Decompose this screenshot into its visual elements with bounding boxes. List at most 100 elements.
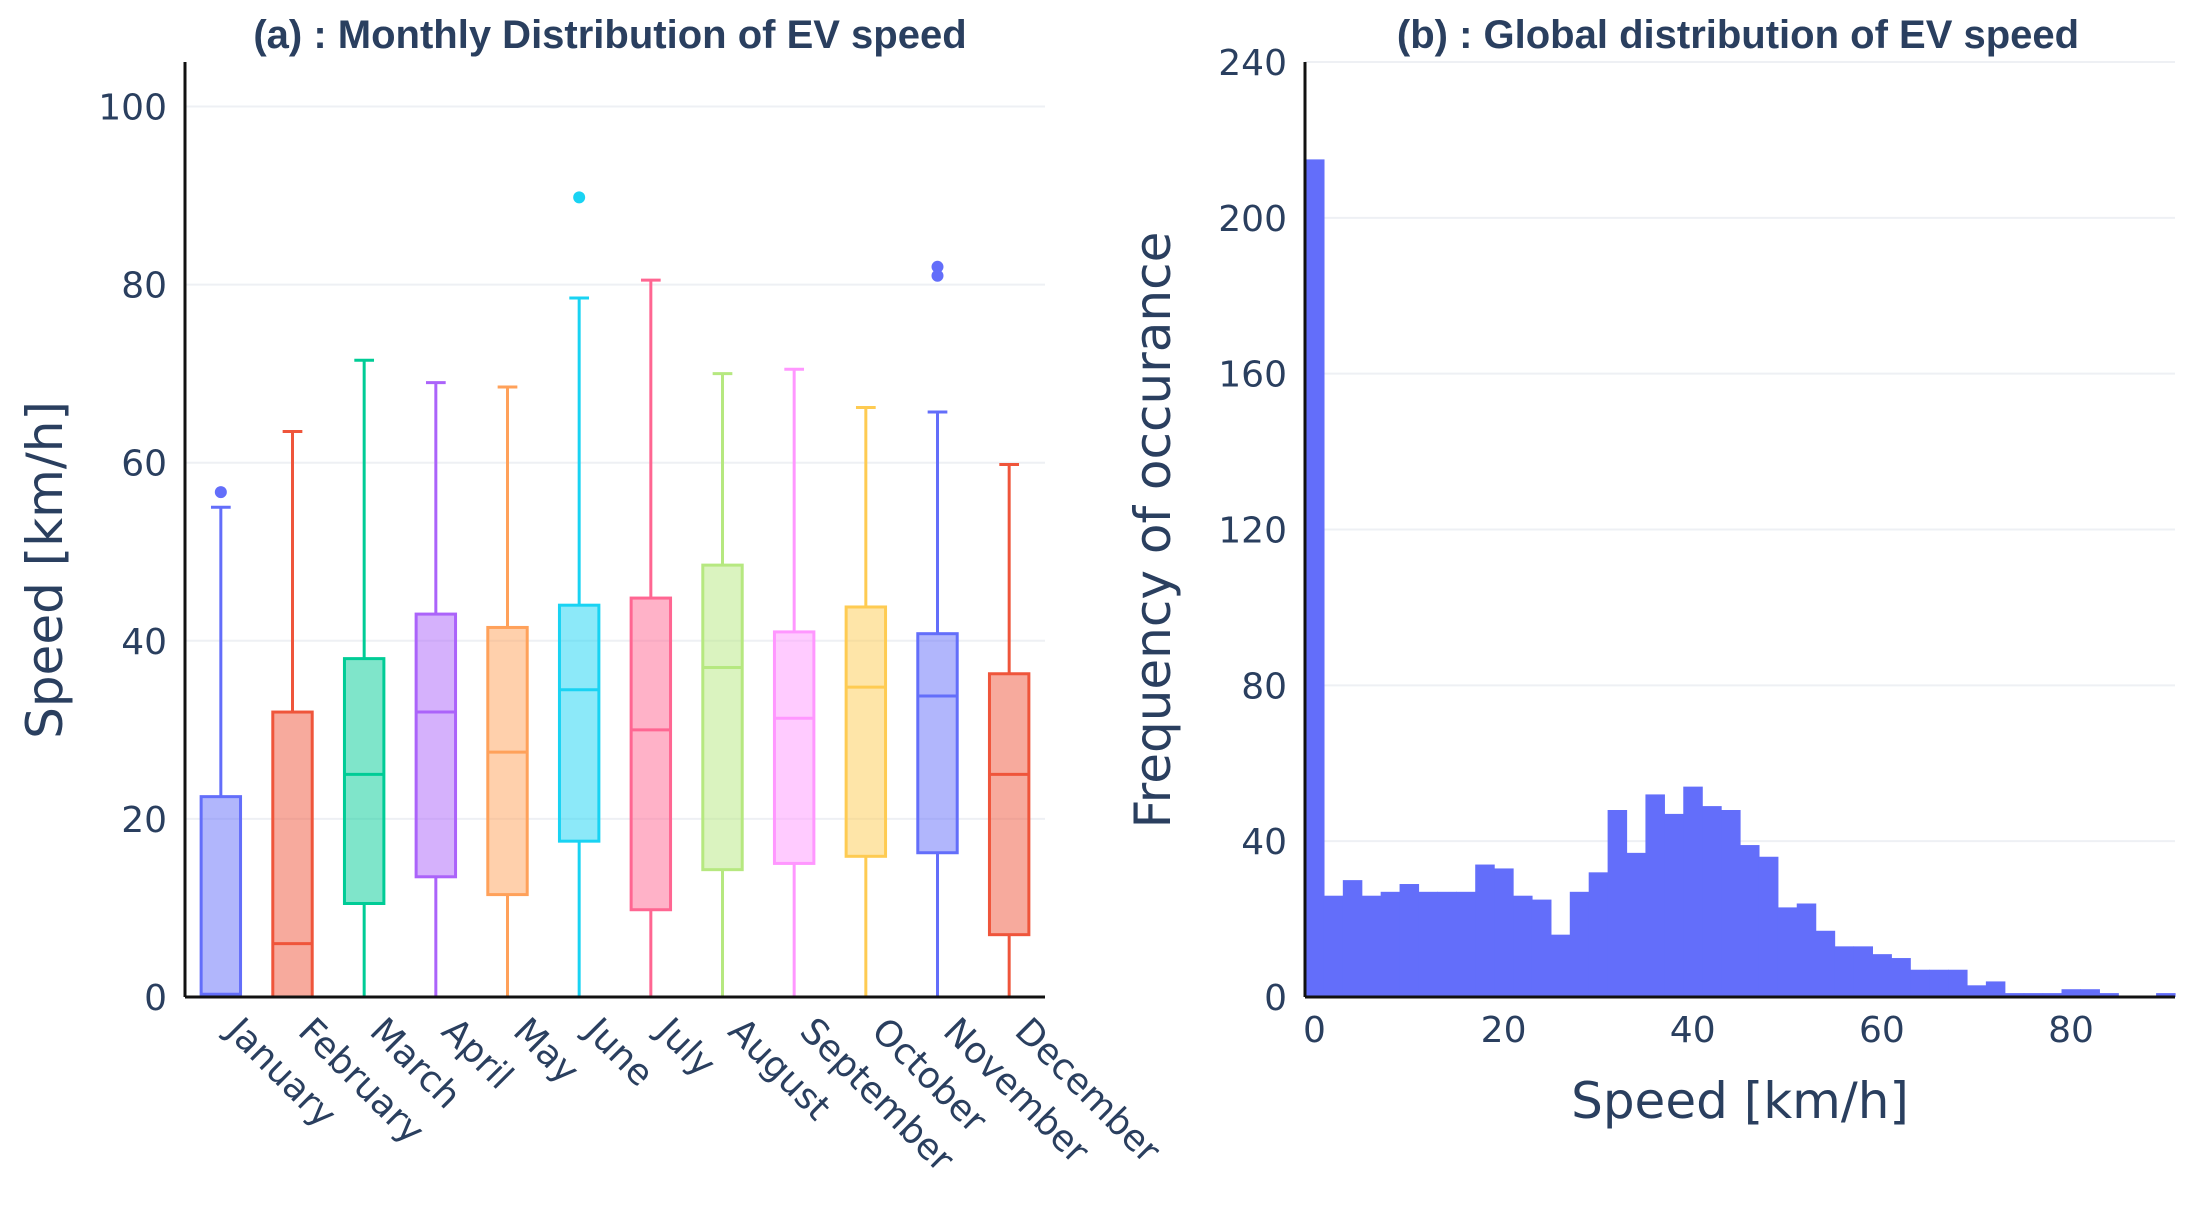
histogram-bar <box>1323 895 1344 997</box>
box-plot-y-axis-title: Speed [km/h] <box>16 401 74 739</box>
box-body <box>342 657 386 905</box>
histogram-bar <box>1683 786 1703 997</box>
histogram-bar <box>1342 880 1363 997</box>
box-plot-boxes <box>199 191 1031 999</box>
histogram-gridlines <box>1305 61 2175 843</box>
box-body <box>916 632 959 855</box>
box-november <box>916 260 959 999</box>
histogram-title: (b) : Global distribution of EV speed <box>1397 13 2079 57</box>
box-october <box>844 406 888 999</box>
box-september <box>772 367 816 999</box>
histogram-y-ticks: 0 40 80 120 160 200 240 <box>1218 43 1287 1019</box>
box-plot-title: (a) : Monthly Distribution of EV speed <box>253 13 966 57</box>
histogram-bar <box>1399 884 1420 997</box>
histogram-bar <box>1948 969 1968 997</box>
histogram-y-tick-label: 200 <box>1218 199 1287 240</box>
box-january <box>199 486 243 999</box>
box-february <box>271 430 314 999</box>
histogram-bar <box>1626 852 1647 997</box>
histogram-y-axis-title: Frequency of occurance <box>1124 232 1182 829</box>
histogram-x-tick-label: 20 <box>1481 1010 1527 1051</box>
histogram-bar <box>1569 891 1590 997</box>
box-body <box>271 710 314 999</box>
histogram-bar <box>1475 864 1495 997</box>
histogram-bar <box>1872 954 1892 997</box>
outlier-point <box>931 260 944 273</box>
box-may <box>486 385 529 999</box>
box-body <box>701 563 744 872</box>
histogram-bar <box>1305 159 1325 998</box>
histogram-bar <box>2061 989 2082 997</box>
box-july <box>629 278 673 999</box>
histogram-bar <box>1456 891 1476 997</box>
histogram-bar <box>1740 845 1760 997</box>
box-body <box>987 672 1031 937</box>
histogram-bar <box>1910 969 1930 997</box>
histogram-bar <box>2080 989 2100 997</box>
histogram-bar <box>1758 856 1779 997</box>
outlier-point <box>931 269 944 282</box>
histogram-bar <box>1815 930 1836 997</box>
histogram-bar <box>1853 946 1873 997</box>
box-body <box>414 612 458 879</box>
histogram-bar <box>1494 868 1514 997</box>
histogram-bar <box>2042 993 2063 997</box>
histogram-bar <box>1702 806 1722 997</box>
histogram-bar <box>1796 903 1817 997</box>
histogram-bar <box>2099 993 2119 997</box>
histogram-bar <box>1550 934 1571 997</box>
box-plot-y-tick-label: 0 <box>144 978 167 1019</box>
box-body <box>486 625 529 897</box>
outlier-point <box>573 191 586 204</box>
histogram-panel: (b) : Global distribution of EV speed 0 4… <box>1124 13 2176 1130</box>
outlier-point <box>214 486 227 499</box>
histogram-x-axis-title: Speed [km/h] <box>1571 1072 1909 1130</box>
histogram-bar <box>2023 993 2044 997</box>
histogram-y-tick-label: 160 <box>1218 355 1287 396</box>
histogram-bar <box>1777 907 1798 997</box>
box-plot-x-tick-label: May <box>505 1010 587 1092</box>
histogram-x-ticks: 0 20 40 60 80 <box>1303 1010 2094 1051</box>
histogram-bar <box>1929 969 1949 997</box>
box-body <box>199 795 243 996</box>
histogram-x-tick-label: 40 <box>1670 1010 1716 1051</box>
histogram-bar <box>1834 946 1855 997</box>
box-december <box>987 462 1031 999</box>
box-april <box>414 381 458 999</box>
box-march <box>342 358 386 999</box>
box-plot-gridlines <box>185 105 1045 820</box>
histogram-bar <box>1588 872 1609 997</box>
histogram-y-tick-label: 0 <box>1264 978 1287 1019</box>
box-plot-x-ticks: JanuaryFebruaryMarchAprilMayJuneJulyAugu… <box>217 1009 1168 1180</box>
histogram-bar <box>1531 899 1552 997</box>
histogram-y-tick-label: 40 <box>1241 822 1287 863</box>
box-august <box>701 372 744 999</box>
box-body <box>629 596 673 912</box>
histogram-y-tick-label: 120 <box>1218 511 1287 552</box>
histogram-x-tick-label: 80 <box>2048 1010 2094 1051</box>
histogram-x-tick-label: 60 <box>1859 1010 1905 1051</box>
histogram-bar <box>1966 985 1987 997</box>
histogram-bar <box>1891 958 1911 997</box>
histogram-bars <box>1305 159 2176 998</box>
box-plot-panel: (a) : Monthly Distribution of EV speed 0… <box>16 13 1168 1180</box>
box-body <box>844 605 888 858</box>
histogram-bar <box>2004 993 2025 997</box>
box-plot-y-tick-label: 20 <box>121 800 167 841</box>
box-plot-x-tick-label: July <box>647 1009 723 1085</box>
box-june <box>557 191 601 999</box>
box-plot-y-tick-label: 60 <box>121 444 167 485</box>
box-plot-y-tick-label: 40 <box>121 622 167 663</box>
histogram-bar <box>1513 895 1533 997</box>
histogram-bar <box>1380 891 1401 997</box>
histogram-bar <box>1645 794 1665 997</box>
histogram-y-tick-label: 240 <box>1218 43 1287 84</box>
box-plot-y-ticks: 0 20 40 60 80 100 <box>98 88 167 1019</box>
box-plot-x-tick-label: June <box>575 1009 661 1095</box>
histogram-bar <box>1437 891 1457 997</box>
histogram-bar <box>1721 810 1741 997</box>
box-plot-y-tick-label: 80 <box>121 266 167 307</box>
histogram-bar <box>1418 891 1438 997</box>
